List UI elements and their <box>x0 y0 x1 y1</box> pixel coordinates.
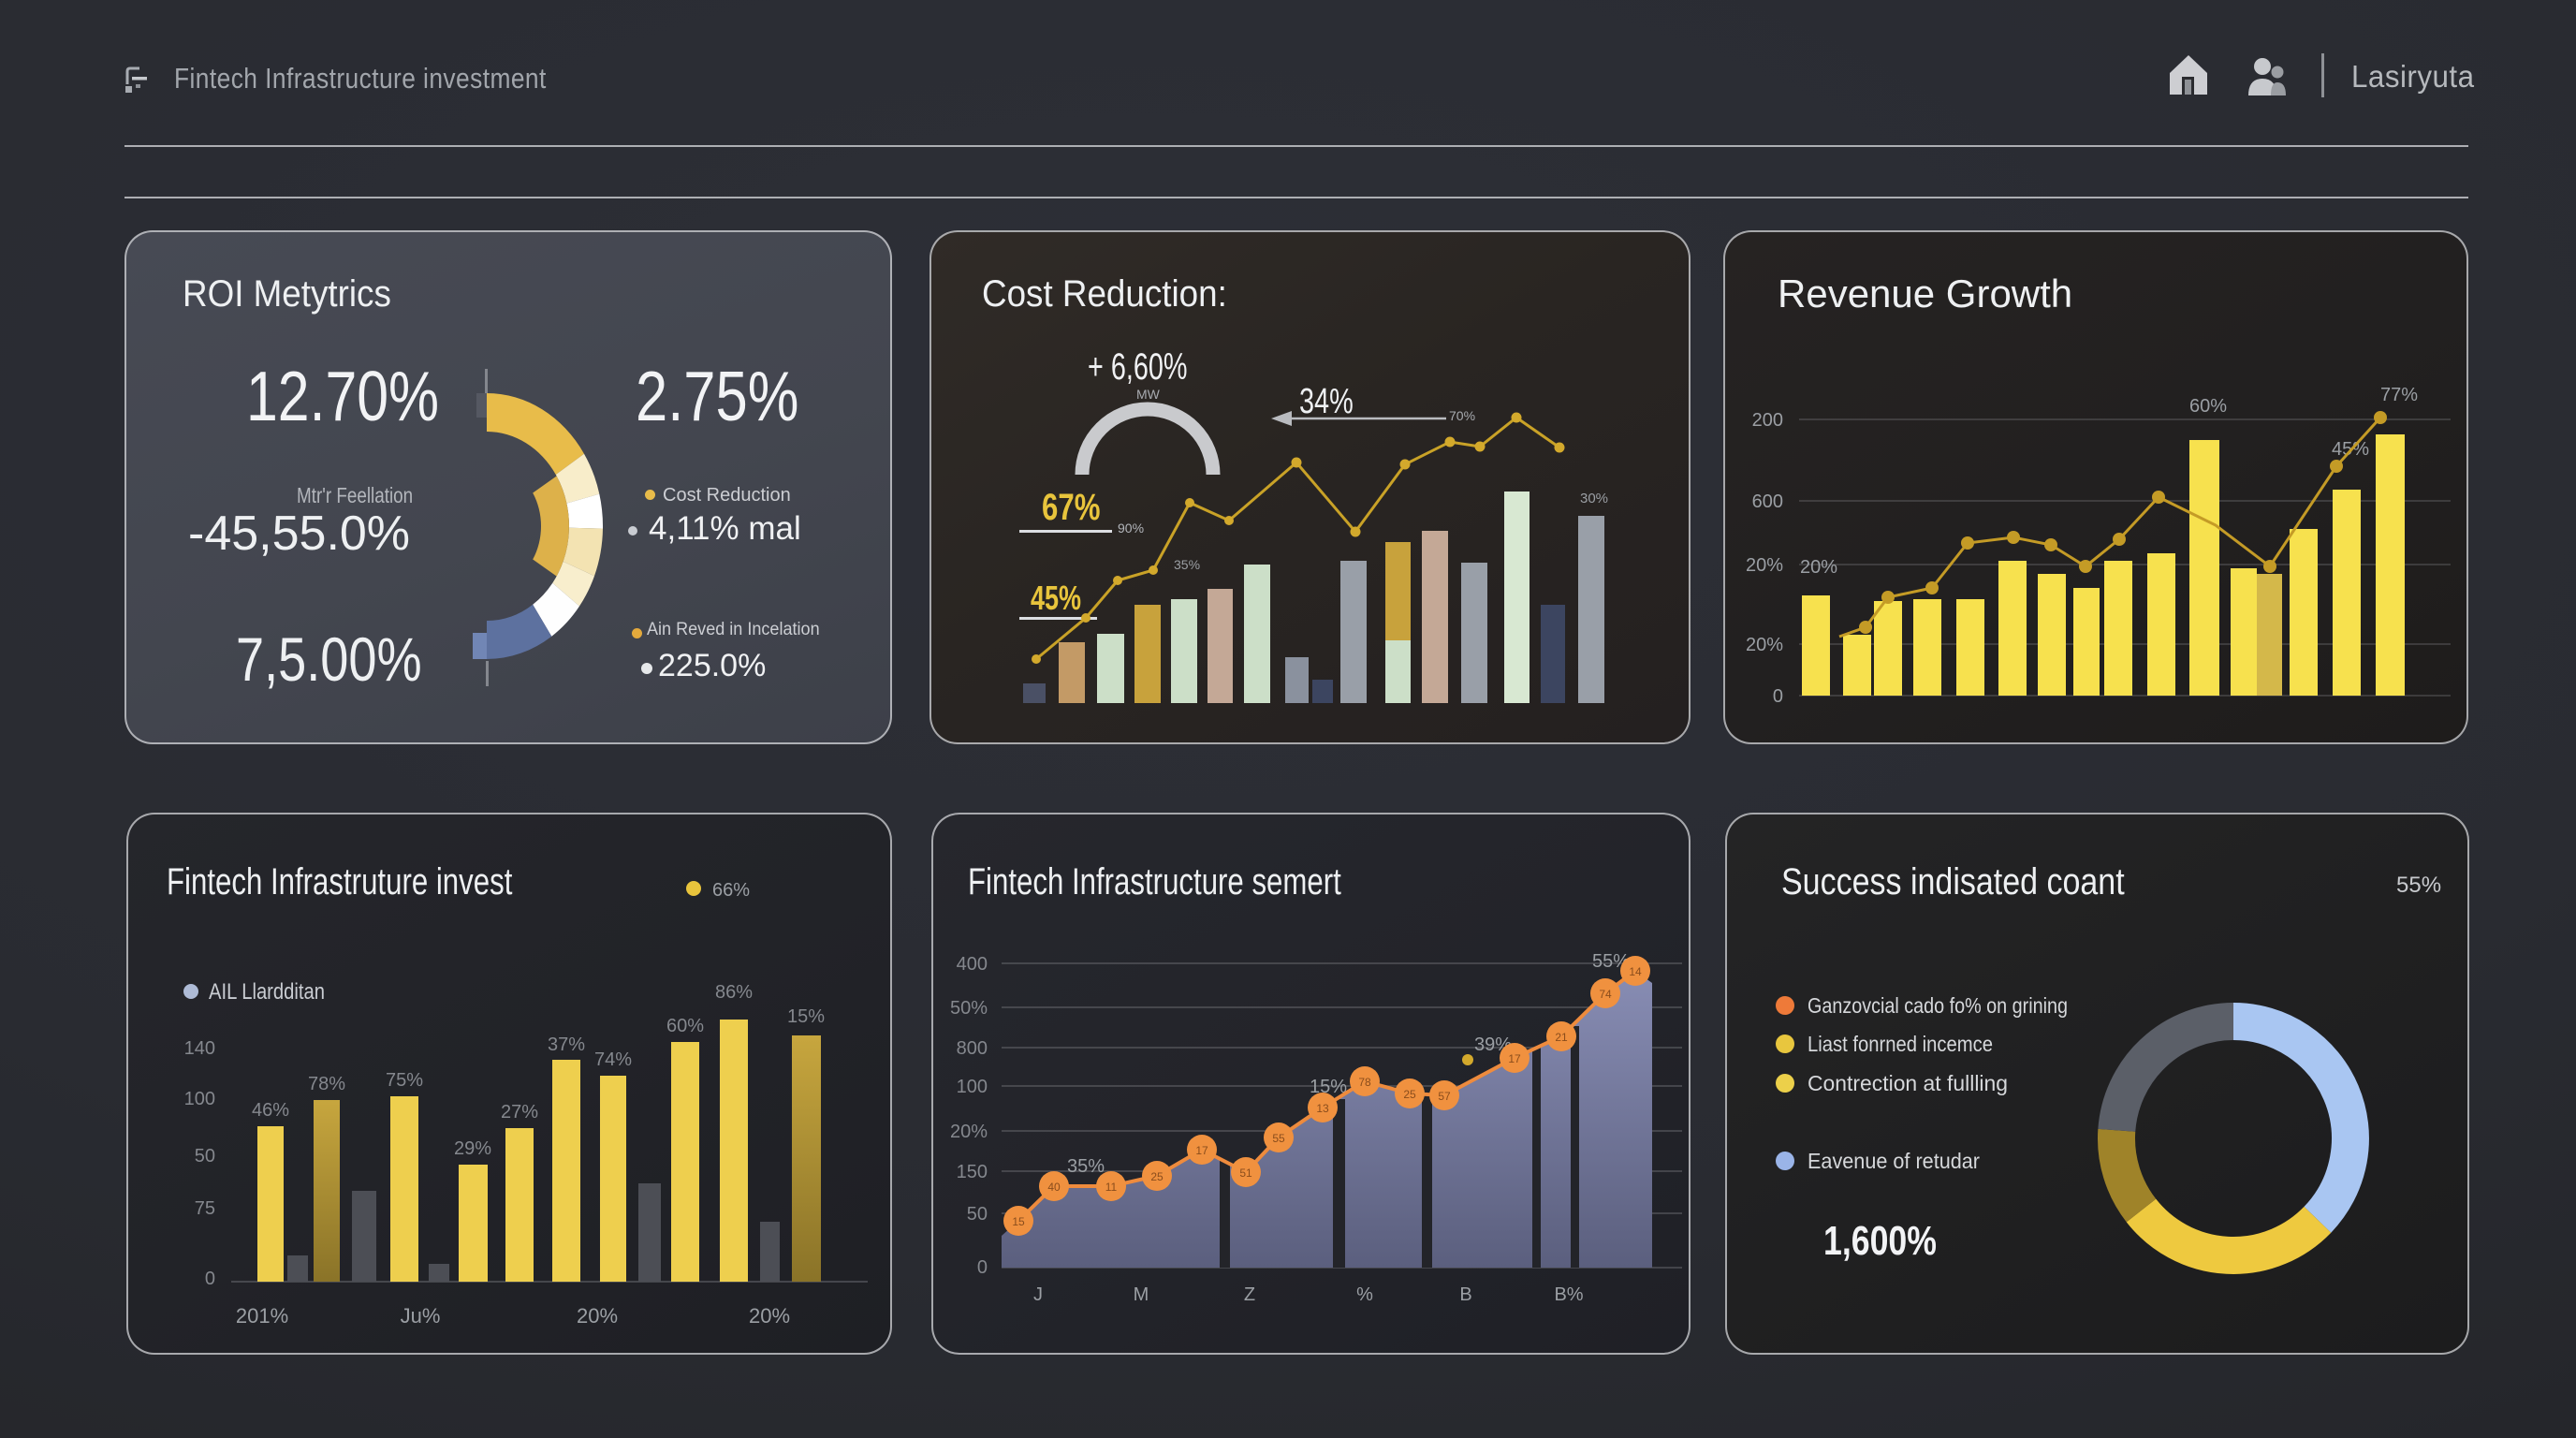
svg-text:60%: 60% <box>2189 396 2227 417</box>
svg-text:13: 13 <box>1316 1102 1329 1115</box>
svg-text:600: 600 <box>1752 492 1783 512</box>
svg-text:150: 150 <box>957 1162 988 1182</box>
svg-text:Ganzovcial cado fo% on grining: Ganzovcial cado fo% on grining <box>1808 993 2068 1018</box>
svg-text:78: 78 <box>1358 1076 1371 1089</box>
svg-text:Liast fonrned incemce: Liast fonrned incemce <box>1808 1032 1993 1056</box>
svg-text:0: 0 <box>977 1257 988 1278</box>
svg-text:57: 57 <box>1438 1090 1451 1103</box>
svg-text:55: 55 <box>1272 1132 1285 1145</box>
svg-text:17: 17 <box>1508 1052 1521 1065</box>
svg-text:50: 50 <box>195 1146 215 1167</box>
svg-text:B%: B% <box>1554 1284 1583 1305</box>
svg-text:20%: 20% <box>1800 557 1837 578</box>
svg-text:800: 800 <box>957 1038 988 1059</box>
svg-text:J: J <box>1033 1284 1043 1305</box>
svg-text:74%: 74% <box>594 1049 632 1070</box>
svg-text:86%: 86% <box>715 982 753 1003</box>
svg-text:21: 21 <box>1555 1031 1568 1044</box>
svg-text:50%: 50% <box>950 998 988 1019</box>
svg-text:M: M <box>1134 1284 1149 1305</box>
svg-text:35%: 35% <box>1067 1156 1105 1177</box>
svg-text:78%: 78% <box>308 1074 345 1094</box>
svg-text:140: 140 <box>184 1038 215 1059</box>
svg-text:40: 40 <box>1047 1181 1061 1194</box>
svg-text:201%: 201% <box>236 1304 288 1328</box>
svg-text:27%: 27% <box>501 1102 538 1123</box>
svg-text:100: 100 <box>184 1089 215 1109</box>
svg-text:20%: 20% <box>1746 635 1783 655</box>
svg-text:0: 0 <box>205 1269 215 1289</box>
svg-text:75: 75 <box>195 1198 215 1219</box>
svg-text:Contrection at fullling: Contrection at fullling <box>1808 1071 2008 1095</box>
svg-text:15%: 15% <box>1310 1077 1347 1097</box>
svg-text:15%: 15% <box>787 1006 825 1027</box>
svg-text:17: 17 <box>1195 1144 1208 1157</box>
svg-text:14: 14 <box>1629 965 1642 978</box>
svg-text:100: 100 <box>957 1077 988 1097</box>
svg-text:25: 25 <box>1403 1088 1416 1101</box>
svg-text:75%: 75% <box>386 1070 423 1091</box>
svg-text:%: % <box>1356 1284 1373 1305</box>
svg-text:20%: 20% <box>1746 555 1783 576</box>
svg-text:50: 50 <box>967 1204 988 1225</box>
svg-text:Ju%: Ju% <box>401 1304 441 1328</box>
svg-text:29%: 29% <box>454 1138 491 1159</box>
svg-text:20%: 20% <box>749 1304 790 1328</box>
svg-text:55%: 55% <box>1592 951 1630 972</box>
svg-text:37%: 37% <box>548 1034 585 1055</box>
svg-text:0: 0 <box>1773 686 1783 707</box>
svg-text:25: 25 <box>1150 1170 1164 1183</box>
svg-text:Z: Z <box>1244 1284 1255 1305</box>
svg-text:77%: 77% <box>2380 385 2418 405</box>
svg-text:46%: 46% <box>252 1100 289 1121</box>
svg-text:20%: 20% <box>577 1304 618 1328</box>
svg-text:200: 200 <box>1752 410 1783 431</box>
svg-text:400: 400 <box>957 954 988 975</box>
svg-text:60%: 60% <box>666 1016 704 1036</box>
svg-text:B: B <box>1459 1284 1471 1305</box>
svg-text:74: 74 <box>1599 988 1612 1001</box>
svg-text:1,600%: 1,600% <box>1823 1218 1937 1264</box>
svg-text:20%: 20% <box>950 1122 988 1142</box>
svg-text:51: 51 <box>1239 1167 1252 1180</box>
svg-text:11: 11 <box>1105 1181 1118 1194</box>
svg-text:15: 15 <box>1012 1215 1025 1228</box>
svg-text:Eavenue of retudar: Eavenue of retudar <box>1808 1149 1980 1173</box>
svg-text:66%: 66% <box>712 880 750 901</box>
svg-text:AIL Llardditan: AIL Llardditan <box>209 979 325 1005</box>
